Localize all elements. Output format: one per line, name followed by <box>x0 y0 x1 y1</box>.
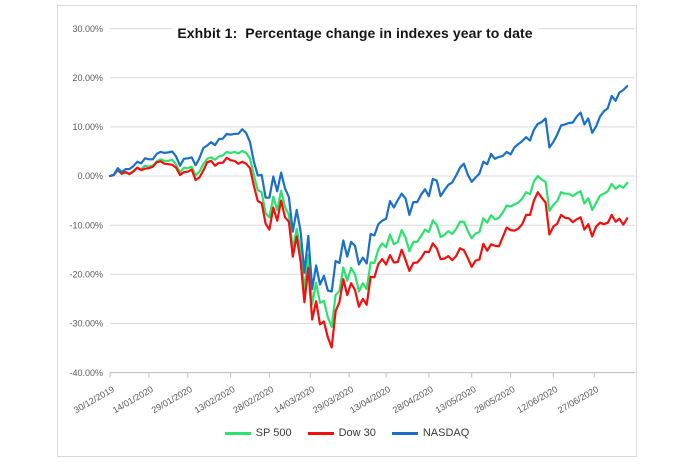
series-line-nasdaq <box>108 84 629 293</box>
y-axis-label: -40.00% <box>69 368 103 378</box>
x-axis-label: 14/03/2020 <box>272 384 316 415</box>
x-axis-label: 30/12/2019 <box>72 384 116 415</box>
x-axis-label: 27/06/2020 <box>556 384 600 415</box>
x-axis-label: 13/02/2020 <box>193 384 237 415</box>
legend-item-dow-30: Dow 30 <box>307 427 376 439</box>
x-axis-label: 13/04/2020 <box>348 384 392 415</box>
y-axis-label: -30.00% <box>69 319 103 329</box>
y-axis-labels: 30.00% 20.00% 10.00% 0.00% -10.00% -20.00% -30… <box>69 24 103 378</box>
legend: SP 500 Dow 30 NASDAQ <box>58 427 636 439</box>
legend-item-nasdaq: NASDAQ <box>391 427 470 439</box>
chart-plot-area: 30.00% 20.00% 10.00% 0.00% -10.00% -20.00% -30… <box>69 24 635 415</box>
legend-swatch <box>391 431 418 435</box>
y-axis-label: -10.00% <box>69 220 103 230</box>
legend-label: Dow 30 <box>338 427 376 439</box>
x-axis: 30/12/201914/01/202029/01/202013/02/2020… <box>72 372 635 415</box>
legend-swatch <box>307 431 334 435</box>
legend-item-sp-500: SP 500 <box>224 427 292 439</box>
legend-label: NASDAQ <box>422 427 470 439</box>
y-axis-label: 20.00% <box>72 73 103 83</box>
x-axis-label: 29/03/2020 <box>311 384 355 415</box>
gridlines <box>110 28 635 374</box>
y-axis-label: 10.00% <box>72 122 103 132</box>
x-axis-label: 28/05/2020 <box>473 384 517 415</box>
x-axis-label: 28/04/2020 <box>391 384 435 415</box>
series-line-dow-30 <box>108 156 629 349</box>
y-axis-label: 30.00% <box>72 24 103 34</box>
y-axis-label: -20.00% <box>69 270 103 280</box>
legend-label: SP 500 <box>255 427 292 439</box>
x-axis-label: 28/02/2020 <box>231 384 275 415</box>
x-axis-label: 12/06/2020 <box>515 384 559 415</box>
x-axis-label: 29/01/2020 <box>150 384 194 415</box>
x-axis-label: 13/05/2020 <box>434 384 478 415</box>
x-axis-label: 14/01/2020 <box>111 384 155 415</box>
series-line-sp-500 <box>108 149 629 328</box>
chart-frame: 30.00% 20.00% 10.00% 0.00% -10.00% -20.00% -30… <box>57 5 637 457</box>
legend-swatch <box>224 431 251 435</box>
y-axis-label: 0.00% <box>77 171 103 181</box>
